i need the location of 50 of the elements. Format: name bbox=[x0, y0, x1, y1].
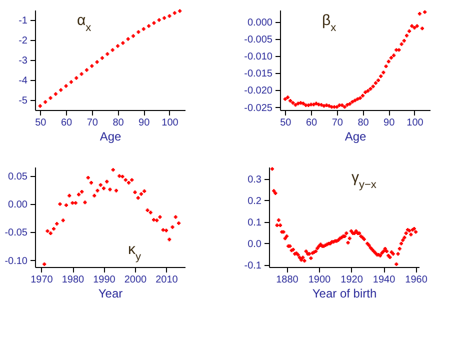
y-tick-label: -1 bbox=[18, 16, 28, 26]
x-tick-label: 60 bbox=[60, 118, 73, 128]
x-tick-label: 1940 bbox=[372, 274, 396, 286]
y-tick-label: 0.3 bbox=[248, 174, 262, 186]
x-tick-label: 1900 bbox=[308, 274, 332, 286]
y-tick-label: -3 bbox=[18, 56, 28, 66]
y-tick-label: -0.020 bbox=[244, 86, 273, 97]
y-tick-label: 0.000 bbox=[247, 17, 273, 28]
y-tick-label: -0.025 bbox=[244, 102, 273, 114]
x-axis-title: Age bbox=[100, 130, 122, 144]
chart-title: β$_{x}$ bbox=[322, 12, 337, 34]
y-tick-label: -2 bbox=[18, 36, 28, 46]
x-tick-label: 1980 bbox=[62, 274, 85, 286]
x-tick-label: 50 bbox=[35, 118, 47, 128]
x-tick-label: 1990 bbox=[93, 274, 116, 286]
y-tick-label: -0.1 bbox=[244, 260, 262, 272]
x-tick-label: 100 bbox=[162, 118, 179, 128]
text: κ$_{y}$ bbox=[128, 241, 142, 263]
x-tick-label: 2010 bbox=[156, 274, 178, 286]
y-tick-label: 0.00 bbox=[8, 200, 28, 211]
x-tick-label: 100 bbox=[406, 118, 424, 128]
x-tick-label: 1960 bbox=[405, 274, 428, 286]
chart-title: α$_{x}$ bbox=[77, 12, 92, 34]
x-tick-label: 1920 bbox=[340, 274, 364, 286]
x-tick-label: 1970 bbox=[30, 274, 54, 286]
y-tick-label: -0.10 bbox=[4, 256, 28, 267]
x-tick-label: 80 bbox=[112, 118, 124, 128]
x-axis-title: Age bbox=[344, 130, 366, 144]
y-tick-label: -0.010 bbox=[244, 52, 273, 63]
x-axis-title: Year of birth bbox=[312, 286, 377, 300]
chart-title: γ$_{y−x}$ bbox=[352, 169, 377, 191]
x-tick-label: 70 bbox=[86, 118, 98, 128]
y-tick-label: -5 bbox=[18, 96, 28, 106]
y-tick-label: 0.2 bbox=[248, 196, 262, 207]
y-tick-label: 0.0 bbox=[248, 238, 262, 250]
x-axis-title: Year bbox=[98, 286, 123, 300]
x-tick-label: 60 bbox=[306, 118, 318, 128]
y-tick-label: -0.05 bbox=[4, 228, 28, 239]
y-tick-label: 0.05 bbox=[8, 171, 28, 182]
x-tick-label: 80 bbox=[358, 118, 370, 128]
y-tick-label: -4 bbox=[18, 76, 28, 86]
y-tick-label: -0.005 bbox=[244, 34, 273, 46]
x-tick-label: 50 bbox=[280, 118, 292, 128]
x-tick-label: 90 bbox=[138, 118, 150, 128]
x-tick-label: 2000 bbox=[124, 274, 148, 286]
y-tick-label: 0.1 bbox=[248, 217, 262, 228]
x-tick-label: 1880 bbox=[276, 274, 299, 286]
x-tick-label: 70 bbox=[332, 118, 344, 128]
y-tick-label: -0.015 bbox=[244, 68, 273, 80]
x-tick-label: 90 bbox=[384, 118, 396, 128]
